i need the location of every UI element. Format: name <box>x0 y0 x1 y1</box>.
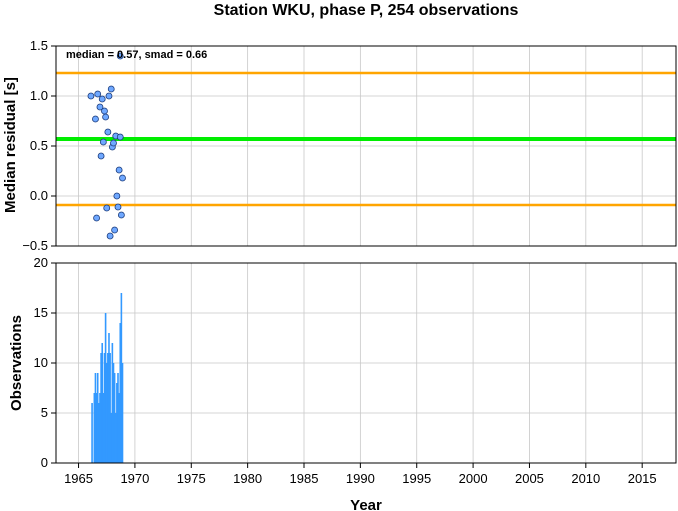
observations-bar <box>102 393 105 463</box>
residual-point <box>103 204 111 212</box>
observations-bar <box>100 353 102 463</box>
residual-y-tick-label: 0.5 <box>30 138 48 153</box>
residual-point <box>99 138 107 146</box>
observations-bar <box>110 413 113 463</box>
residual-y-tick-label: 1.0 <box>30 88 48 103</box>
residual-point <box>106 232 114 240</box>
observations-bar <box>121 363 124 463</box>
residual-point <box>93 214 100 222</box>
x-tick-label: 1985 <box>290 471 319 486</box>
observations-bar <box>118 393 120 463</box>
residual-point <box>97 152 105 160</box>
observations-bar <box>117 373 119 463</box>
x-tick-label: 1970 <box>120 471 149 486</box>
observations-bar <box>103 353 106 463</box>
observations-bar <box>101 343 104 463</box>
residual-point <box>105 92 113 100</box>
observations-bar <box>99 393 101 463</box>
observations-bars <box>91 293 124 463</box>
residual-point <box>102 113 109 121</box>
observations-bar <box>109 353 111 463</box>
residual-y-tick-label: 0.0 <box>30 188 48 203</box>
residual-point <box>114 203 122 211</box>
observations-bar <box>113 373 116 463</box>
observations-bar <box>112 363 115 463</box>
observations-bar <box>114 413 117 463</box>
observations-y-axis-title: Observations <box>8 315 25 411</box>
x-tick-label: 2010 <box>571 471 600 486</box>
x-tick-label: 2015 <box>628 471 657 486</box>
observations-bar <box>94 373 97 463</box>
median-annotation: median = 0.57, smad = 0.66 <box>66 49 207 61</box>
residual-point <box>113 192 121 200</box>
observations-bar <box>120 293 123 463</box>
chart-title: Station WKU, phase P, 254 observations <box>214 2 519 19</box>
observations-bar <box>95 393 98 463</box>
observations-bar <box>105 363 108 463</box>
residual-point <box>104 128 112 136</box>
residual-point <box>117 211 125 219</box>
observations-bar <box>93 393 96 463</box>
x-tick-label: 1965 <box>64 471 93 486</box>
x-tick-label: 1990 <box>346 471 375 486</box>
observations-bar <box>116 383 118 463</box>
residual-y-tick-label: −0.5 <box>22 238 48 253</box>
observations-bar <box>107 353 109 463</box>
residual-point <box>87 92 95 100</box>
residual-point <box>101 107 108 115</box>
residual-tick-labels: −0.5 0.0 0.5 1.0 1.5 <box>22 38 56 253</box>
residual-point <box>107 85 115 93</box>
observations-bar <box>96 373 99 463</box>
residual-panel: −0.5 0.0 0.5 1.0 1.5 median = 0.57, smad = 0… <box>2 38 677 253</box>
residual-point <box>116 133 124 141</box>
x-tick-label: 1975 <box>177 471 206 486</box>
observations-y-tick-label: 0 <box>41 455 48 470</box>
residual-y-tick-label: 1.5 <box>30 38 48 53</box>
x-axis-title: Year <box>350 497 382 511</box>
observations-panel: 1965 1970 1975 1980 1985 1990 1995 2000 2005 2010… <box>8 255 677 511</box>
observations-bar <box>91 403 93 463</box>
x-tick-label: 2005 <box>515 471 544 486</box>
observations-bar <box>98 403 100 463</box>
residual-point <box>96 103 104 111</box>
residual-points <box>87 52 126 240</box>
residual-reference-lines <box>56 71 676 207</box>
observations-y-tick-label: 15 <box>34 305 48 320</box>
residual-point <box>98 95 106 103</box>
observations-bar <box>119 323 122 463</box>
residual-point <box>111 226 119 234</box>
observations-bar <box>111 343 114 463</box>
residual-grid <box>56 45 676 247</box>
observations-bar <box>104 313 107 463</box>
observations-y-tick-label: 10 <box>34 355 48 370</box>
residual-point <box>116 52 124 60</box>
x-tick-label: 1995 <box>402 471 431 486</box>
residual-point <box>92 115 99 123</box>
residual-point <box>110 139 117 147</box>
x-tick-label: 2000 <box>459 471 488 486</box>
residual-point <box>94 90 102 98</box>
residual-point <box>119 174 126 182</box>
x-tick-label: 1980 <box>233 471 262 486</box>
observations-y-tick-label: 5 <box>41 405 48 420</box>
observations-bar <box>108 333 110 463</box>
observations-tick-labels: 1965 1970 1975 1980 1985 1990 1995 2000 2005 2010… <box>34 255 657 486</box>
observations-y-tick-label: 20 <box>34 255 48 270</box>
observations-grid <box>56 262 676 464</box>
residual-y-axis-title: Median residual [s] <box>2 77 19 213</box>
residual-point <box>115 166 123 174</box>
